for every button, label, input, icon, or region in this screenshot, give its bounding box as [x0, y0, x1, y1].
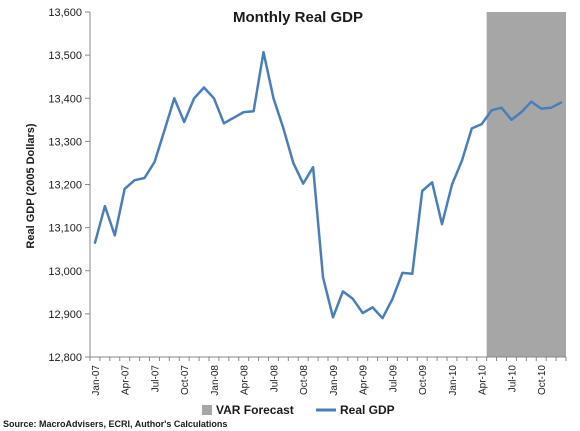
x-tick-label: Jul-10: [507, 365, 518, 393]
y-axis-label: Real GDP (2005 Dollars): [25, 123, 37, 248]
x-tick-label: Apr-10: [478, 365, 489, 395]
var-forecast-region: [486, 12, 566, 357]
legend-var-forecast-swatch: [202, 405, 212, 415]
forecast-shaded-region: [486, 12, 566, 357]
y-tick-label: 13,600: [48, 7, 82, 19]
legend: VAR Forecast Real GDP: [202, 403, 395, 417]
y-tick-labels: 12,800 12,900 13,000 13,100 13,200 13,300 13,4…: [48, 7, 90, 364]
series-line-real-gdp: [93, 50, 563, 320]
x-tick-label: Oct-09: [418, 365, 429, 395]
x-tick-label: Jul-09: [388, 365, 399, 393]
x-tick-label: Oct-10: [537, 365, 548, 395]
x-tick-label: Jul-08: [269, 365, 280, 393]
x-tick-label: Apr-08: [240, 365, 251, 395]
y-tick-label: 13,400: [48, 93, 82, 105]
y-tick-label: 13,200: [48, 180, 82, 192]
y-tick-label: 13,100: [48, 223, 82, 235]
x-tick-label: Jan-10: [448, 365, 459, 396]
x-tick-label: Jan-08: [210, 365, 221, 396]
x-tick-label: Jan-09: [329, 365, 340, 396]
series-layer: [93, 50, 563, 320]
source-note: Source: MacroAdvisers, ECRI, Author's Ca…: [3, 419, 227, 429]
y-tick-label: 13,000: [48, 266, 82, 278]
y-tick-label: 13,500: [48, 50, 82, 62]
x-tick-label: Jan-07: [91, 365, 102, 396]
y-tick-label: 13,300: [48, 136, 82, 148]
y-tick-label: 12,800: [48, 352, 82, 364]
x-tick-labels: Jan-07 Apr-07 Jul-07 Oct-07 Jan-08 Apr-08 Jul-…: [89, 357, 567, 396]
y-tick-label: 12,900: [48, 309, 82, 321]
chart-title: Monthly Real GDP: [233, 9, 363, 26]
legend-real-gdp-label: Real GDP: [340, 403, 395, 417]
x-tick-label: Jul-07: [150, 365, 161, 393]
x-tick-label: Oct-08: [299, 365, 310, 395]
legend-var-forecast-label: VAR Forecast: [216, 403, 294, 417]
x-tick-label: Apr-07: [121, 365, 132, 395]
x-tick-label: Apr-09: [359, 365, 370, 395]
x-tick-label: Oct-07: [180, 365, 191, 395]
